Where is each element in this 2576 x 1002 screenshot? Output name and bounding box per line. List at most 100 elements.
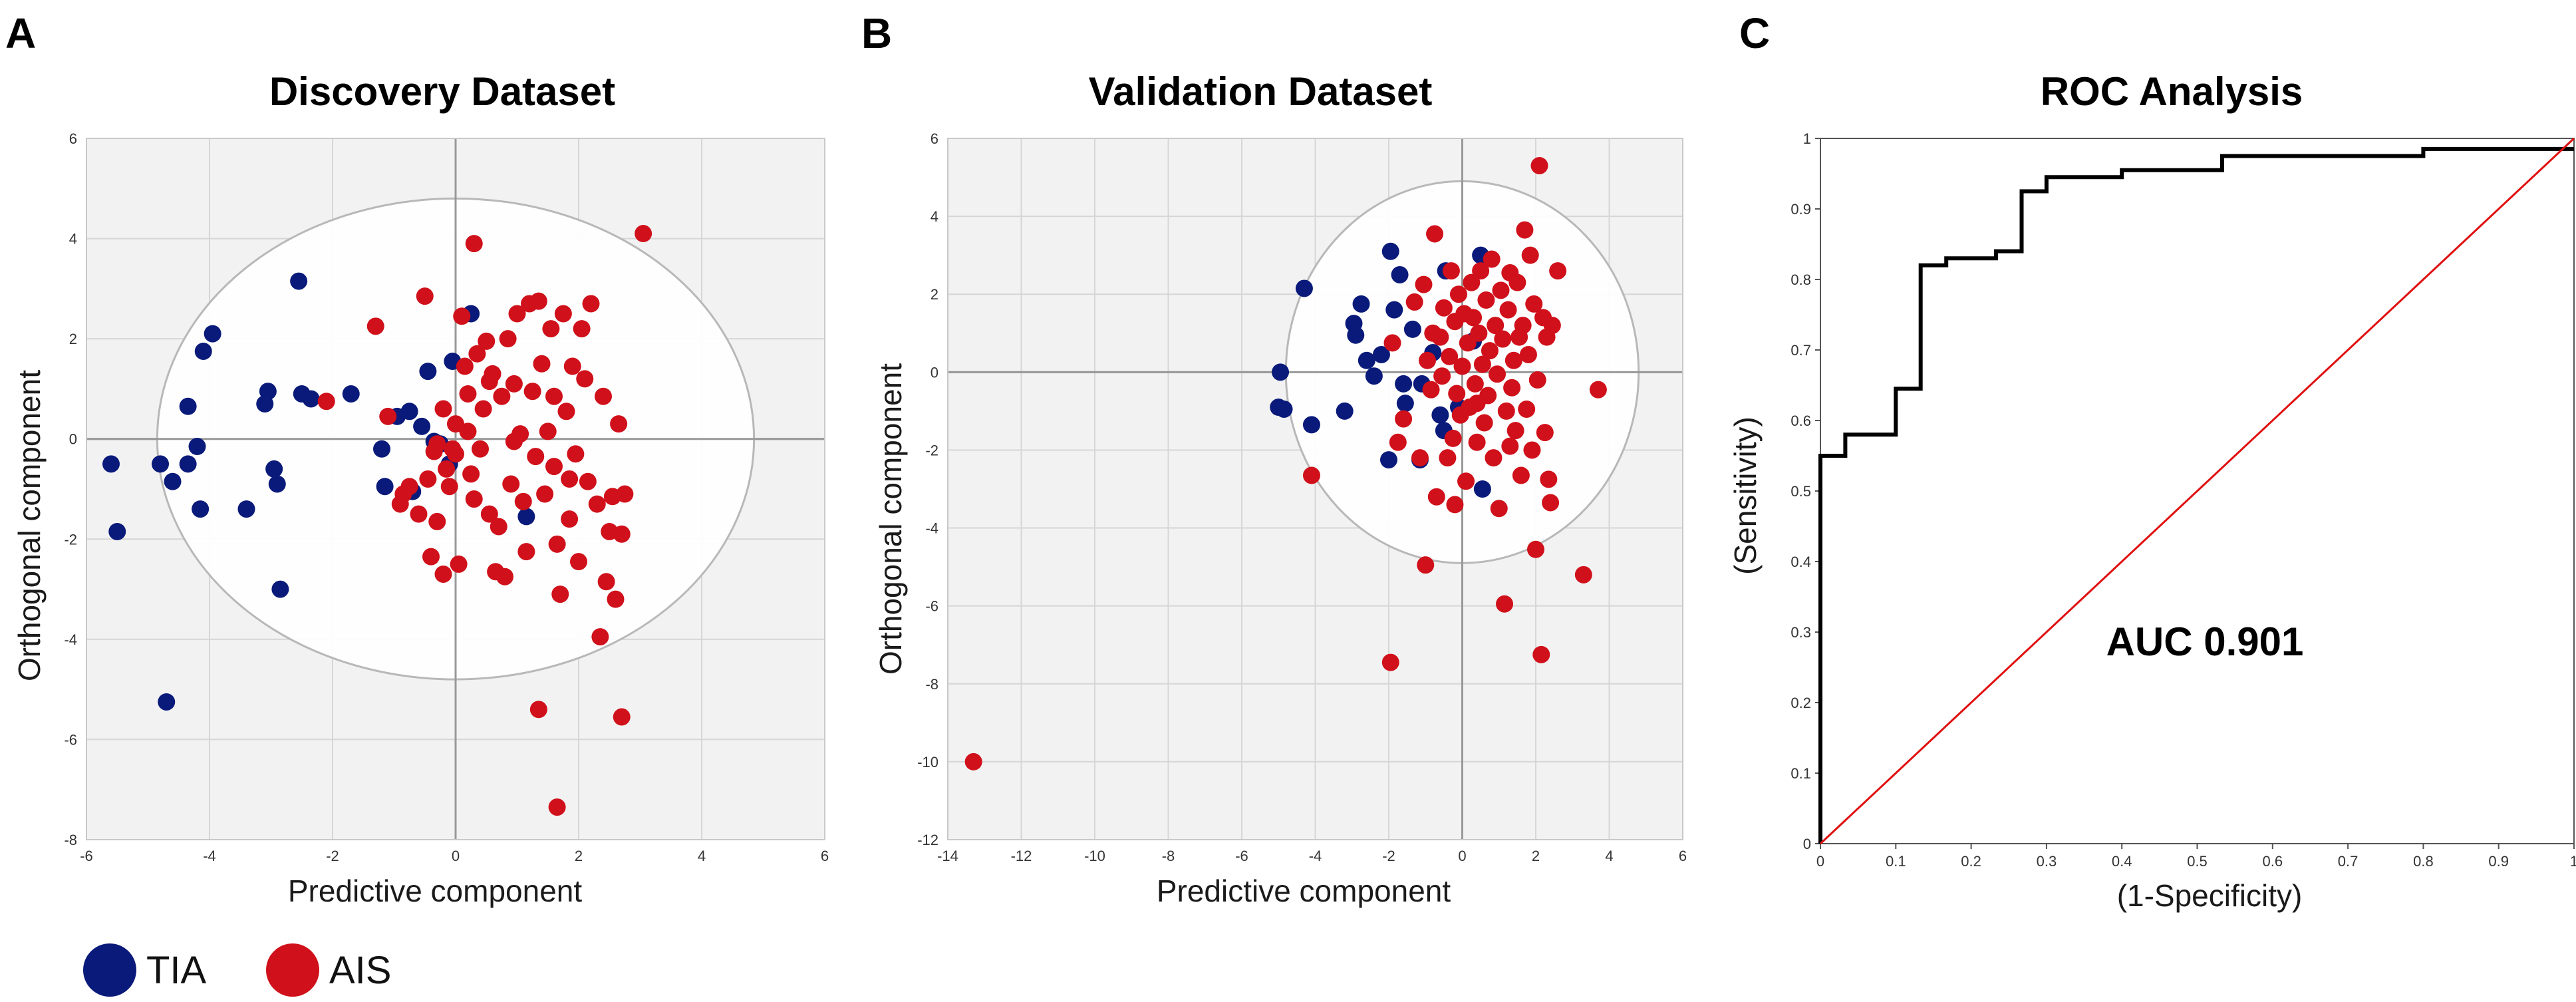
data-point-ais xyxy=(548,798,566,816)
legend-marker-tia xyxy=(83,943,136,997)
data-point-tia xyxy=(192,500,210,518)
data-point-ais xyxy=(440,478,458,496)
data-point-tia xyxy=(1380,451,1397,469)
data-point-ais xyxy=(508,305,526,323)
data-point-ais xyxy=(573,320,591,338)
data-point-tia xyxy=(1365,367,1383,385)
y-tick-label-roc: 0.4 xyxy=(1790,554,1811,570)
data-point-ais xyxy=(1528,371,1546,389)
data-point-tia xyxy=(1302,416,1320,434)
data-point-tia xyxy=(179,455,197,473)
data-point-ais xyxy=(1419,351,1437,369)
data-point-ais xyxy=(1499,301,1517,319)
data-point-ais xyxy=(1472,262,1490,280)
chart-title-discovery: Discovery Dataset xyxy=(269,69,615,114)
data-point-tia xyxy=(517,508,535,526)
data-point-tia xyxy=(419,363,437,381)
y-tick-label-discovery: -6 xyxy=(64,731,77,748)
data-point-ais xyxy=(1473,355,1491,373)
data-point-ais xyxy=(1523,441,1541,459)
data-point-ais xyxy=(964,752,982,770)
data-point-ais xyxy=(1449,285,1467,303)
data-point-ais xyxy=(1448,385,1466,403)
y-tick-label-roc: 0.5 xyxy=(1790,483,1811,500)
data-point-ais xyxy=(438,460,456,478)
plot-border-validation xyxy=(947,138,1683,840)
data-point-ais xyxy=(1457,472,1475,490)
data-point-ais xyxy=(1381,653,1399,671)
roc-curve-line xyxy=(1818,146,2574,844)
data-point-ais xyxy=(1444,429,1462,447)
data-point-ais xyxy=(1504,351,1522,369)
x-tick-label-discovery: 4 xyxy=(698,848,706,864)
data-point-tia xyxy=(1347,326,1365,344)
data-point-ais xyxy=(570,553,587,571)
data-point-ais xyxy=(416,287,434,305)
data-point-ais xyxy=(545,458,563,476)
data-point-ais xyxy=(1395,410,1413,428)
data-point-ais xyxy=(514,492,532,510)
data-point-tia xyxy=(194,342,212,360)
data-point-ais xyxy=(1475,414,1493,432)
data-point-ais xyxy=(1485,449,1503,467)
data-point-ais xyxy=(1503,379,1521,397)
data-point-tia xyxy=(1431,406,1449,424)
data-point-ais xyxy=(1527,540,1544,558)
data-point-tia xyxy=(1275,400,1293,418)
data-point-ais xyxy=(1439,449,1457,467)
y-tick-label-discovery: -8 xyxy=(64,832,77,848)
x-tick-label-roc: 0.7 xyxy=(2338,853,2359,870)
panel-validation: B Validation Dataset -14 -12 -10 -8 -6 -4 -2 0 2… xyxy=(861,9,1687,908)
chart-title-validation: Validation Dataset xyxy=(1089,69,1433,114)
data-point-tia xyxy=(342,385,360,403)
data-point-ais xyxy=(1477,291,1495,309)
data-point-ais xyxy=(1540,470,1558,488)
chart-title-roc: ROC Analysis xyxy=(2041,69,2303,114)
data-point-ais xyxy=(1453,357,1471,375)
data-point-ais xyxy=(493,387,511,405)
data-point-ais xyxy=(465,490,483,508)
data-point-ais xyxy=(1442,262,1460,280)
data-point-ais xyxy=(1405,293,1423,311)
legend-label-tia: TIA xyxy=(146,949,207,992)
data-point-ais xyxy=(576,370,594,388)
data-point-tia xyxy=(1381,242,1399,260)
y-tick-label-discovery: 2 xyxy=(69,331,77,347)
y-tick-label-roc: 0.8 xyxy=(1790,271,1811,288)
data-point-tia xyxy=(1403,320,1421,338)
data-point-ais xyxy=(462,465,480,483)
data-point-ais xyxy=(1518,400,1536,418)
auc-annotation: AUC 0.901 xyxy=(2106,619,2304,664)
data-point-ais xyxy=(1519,345,1537,363)
data-point-tia xyxy=(1391,265,1409,283)
data-point-ais xyxy=(1411,449,1429,467)
panel-letter-c: C xyxy=(1739,9,1770,57)
data-point-tia xyxy=(265,460,283,478)
data-point-ais xyxy=(1536,424,1554,442)
x-axis-label-discovery: Predictive component xyxy=(288,874,583,908)
data-point-ais xyxy=(1543,317,1561,335)
x-tick-label-validation: -2 xyxy=(1382,848,1395,864)
y-axis-label-discovery: Orthogonal component xyxy=(12,370,47,681)
data-point-ais xyxy=(366,317,384,335)
data-point-ais xyxy=(1426,225,1444,243)
x-tick-label-roc: 0.8 xyxy=(2413,853,2434,870)
data-point-ais xyxy=(545,387,563,405)
y-tick-label-validation: -10 xyxy=(917,754,938,770)
x-tick-label-validation: 4 xyxy=(1605,848,1613,864)
data-point-ais xyxy=(591,628,609,646)
data-point-ais xyxy=(450,555,468,573)
data-point-ais xyxy=(434,400,452,418)
data-point-ais xyxy=(459,422,477,440)
data-point-ais xyxy=(563,357,581,375)
data-point-ais xyxy=(1431,328,1449,346)
data-point-tia xyxy=(290,272,308,290)
data-point-tia xyxy=(179,397,197,415)
x-tick-label-roc: 0.9 xyxy=(2488,853,2509,870)
data-point-ais xyxy=(523,383,541,401)
data-point-ais xyxy=(1492,281,1510,299)
data-point-ais xyxy=(1463,273,1481,291)
x-tick-label-roc: 0.4 xyxy=(2112,853,2132,870)
